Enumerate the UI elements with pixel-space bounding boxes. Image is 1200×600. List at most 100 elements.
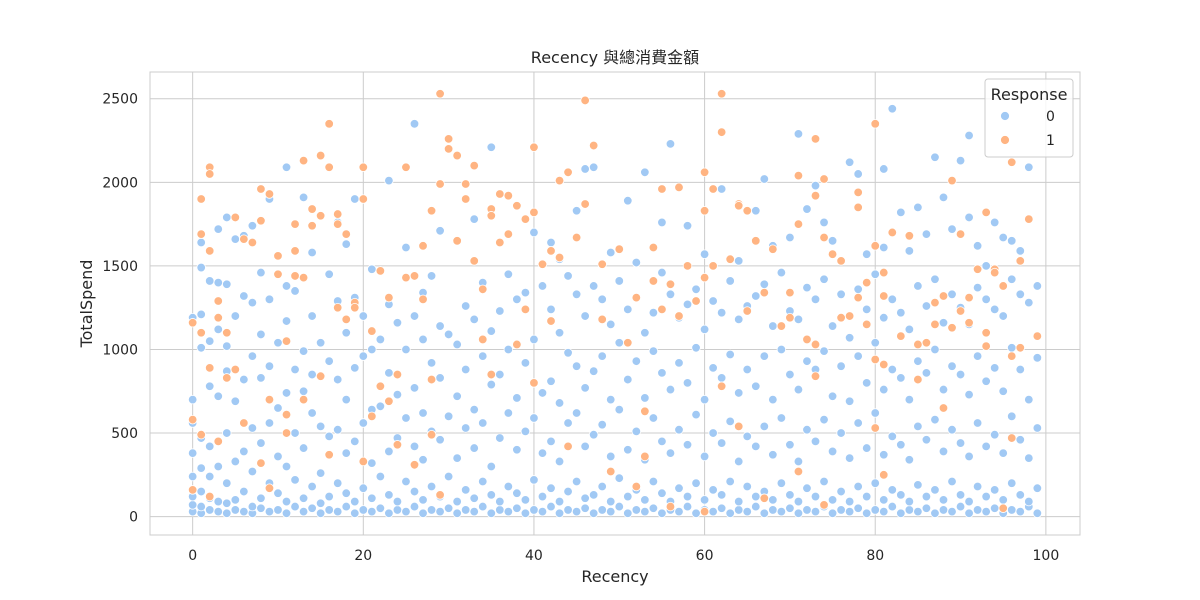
legend-marker-1 <box>1000 135 1010 145</box>
data-point-0 <box>725 276 735 286</box>
data-point-0 <box>887 364 897 375</box>
data-point-0 <box>742 431 752 442</box>
data-point-0 <box>751 441 761 452</box>
data-point-0 <box>256 329 266 340</box>
data-point-1 <box>469 160 479 171</box>
data-point-0 <box>452 391 462 401</box>
data-point-1 <box>298 272 309 283</box>
data-point-0 <box>776 344 787 355</box>
data-point-0 <box>1015 435 1025 445</box>
data-point-0 <box>196 343 206 353</box>
data-point-0 <box>930 274 940 284</box>
data-point-1 <box>264 189 275 199</box>
data-point-0 <box>469 443 479 453</box>
data-point-0 <box>742 364 752 375</box>
data-point-0 <box>375 503 386 513</box>
data-point-0 <box>938 505 949 515</box>
data-point-1 <box>307 204 317 214</box>
data-point-0 <box>367 264 377 274</box>
data-point-0 <box>469 493 479 503</box>
data-point-0 <box>239 446 249 457</box>
data-point-0 <box>853 284 863 294</box>
data-point-0 <box>401 476 411 487</box>
data-point-0 <box>503 344 514 355</box>
data-point-0 <box>759 421 770 432</box>
data-point-0 <box>290 364 300 375</box>
data-point-0 <box>375 401 386 412</box>
data-point-1 <box>256 458 266 468</box>
data-point-1 <box>529 378 539 388</box>
data-point-0 <box>213 496 223 507</box>
data-point-0 <box>879 242 889 253</box>
data-point-0 <box>964 496 974 507</box>
data-point-1 <box>580 199 590 209</box>
data-point-0 <box>392 389 403 400</box>
data-point-0 <box>358 483 369 493</box>
data-point-0 <box>879 450 889 460</box>
data-point-0 <box>324 356 334 366</box>
data-point-0 <box>392 496 403 507</box>
data-point-0 <box>879 164 889 174</box>
data-point-0 <box>853 169 863 179</box>
data-point-0 <box>239 291 249 301</box>
data-point-1 <box>375 266 386 276</box>
data-point-0 <box>802 425 812 435</box>
data-point-1 <box>793 170 804 181</box>
x-tick-label: 60 <box>696 548 714 564</box>
data-point-0 <box>580 311 590 321</box>
data-point-0 <box>401 242 411 253</box>
data-point-0 <box>333 425 343 435</box>
data-point-1 <box>870 423 880 433</box>
data-point-1 <box>298 394 309 405</box>
data-point-0 <box>571 408 582 418</box>
data-point-0 <box>341 488 351 498</box>
data-point-0 <box>230 311 241 321</box>
data-point-0 <box>435 506 445 517</box>
data-point-0 <box>409 311 420 321</box>
data-point-0 <box>290 286 300 296</box>
data-point-1 <box>768 244 778 254</box>
legend: Response 0 1 <box>984 78 1074 158</box>
data-point-1 <box>930 319 940 330</box>
data-point-0 <box>998 386 1008 396</box>
data-point-0 <box>640 328 650 338</box>
data-point-0 <box>879 495 889 505</box>
data-point-1 <box>853 202 863 213</box>
data-point-0 <box>187 394 198 405</box>
data-point-0 <box>384 490 394 500</box>
y-tick-label: 1500 <box>102 259 138 275</box>
data-point-0 <box>904 394 915 405</box>
data-point-0 <box>938 192 949 203</box>
data-point-1 <box>802 334 812 345</box>
data-point-1 <box>563 441 573 452</box>
data-point-1 <box>955 229 966 239</box>
data-point-0 <box>657 267 667 278</box>
data-point-0 <box>205 471 215 482</box>
data-point-0 <box>716 503 727 513</box>
data-point-0 <box>623 374 633 385</box>
data-point-0 <box>358 418 369 428</box>
data-point-0 <box>213 391 223 401</box>
data-point-0 <box>725 349 735 360</box>
data-point-0 <box>230 396 241 406</box>
data-point-1 <box>196 328 206 338</box>
data-point-1 <box>418 294 428 305</box>
data-point-1 <box>213 436 223 447</box>
data-point-1 <box>742 306 752 316</box>
data-point-0 <box>964 508 974 518</box>
data-point-1 <box>529 142 539 152</box>
data-point-0 <box>460 505 471 515</box>
data-point-0 <box>588 430 599 440</box>
data-point-0 <box>853 418 863 428</box>
data-point-1 <box>879 470 889 480</box>
data-point-0 <box>418 508 428 518</box>
data-point-0 <box>392 318 403 328</box>
data-point-1 <box>392 369 403 380</box>
data-point-0 <box>862 304 872 315</box>
data-point-0 <box>904 324 915 335</box>
data-point-0 <box>725 416 735 427</box>
data-point-0 <box>418 455 428 465</box>
data-point-0 <box>290 475 300 485</box>
data-point-1 <box>640 406 650 417</box>
data-point-0 <box>930 485 940 495</box>
